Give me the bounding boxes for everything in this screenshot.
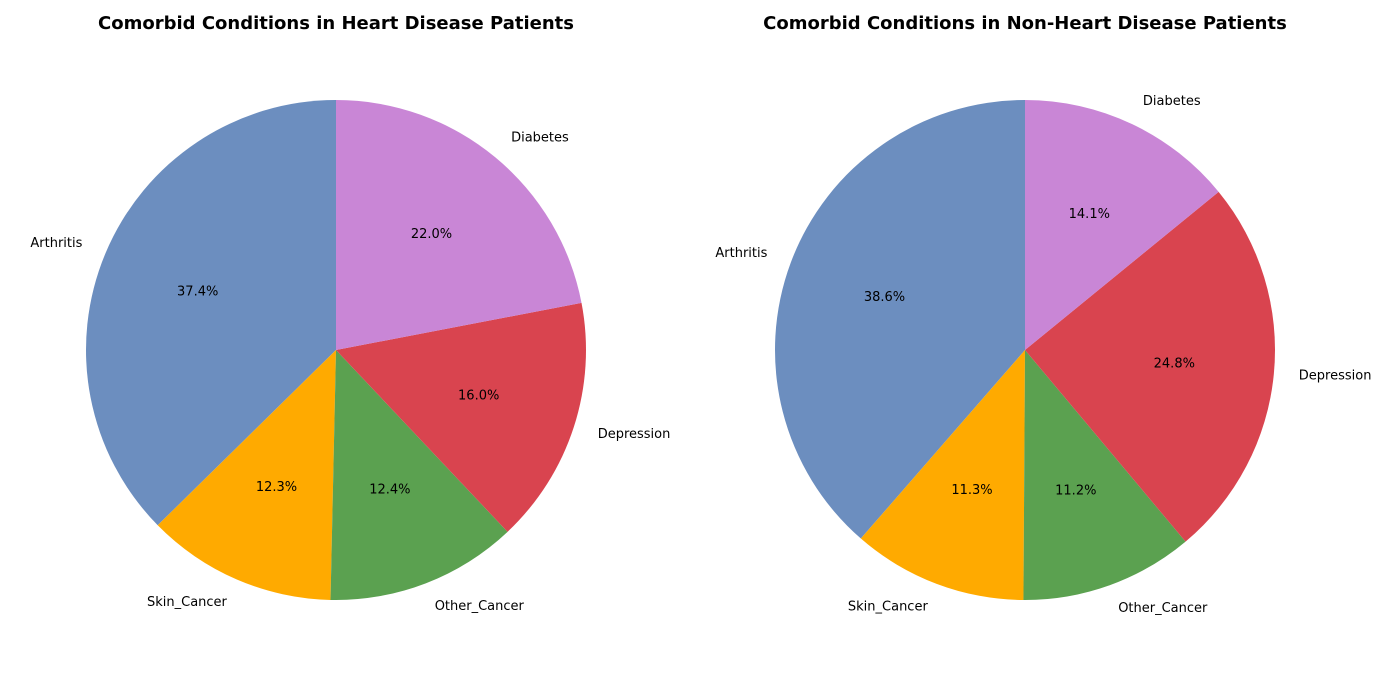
slice-percent-diabetes: 22.0% — [411, 227, 452, 242]
slice-label-skin-cancer: Skin_Cancer — [848, 600, 929, 615]
pie-slice-arthritis — [86, 100, 336, 526]
heart-disease-chart-title: Comorbid Conditions in Heart Disease Pat… — [98, 13, 574, 34]
slice-label-diabetes: Diabetes — [1143, 94, 1201, 109]
slice-percent-skin-cancer: 12.3% — [256, 480, 297, 495]
slice-label-arthritis: Arthritis — [30, 236, 82, 251]
pie-slice-skin-cancer — [157, 350, 336, 600]
slice-label-skin-cancer: Skin_Cancer — [147, 595, 228, 610]
slice-percent-diabetes: 14.1% — [1069, 207, 1110, 222]
pie-slice-arthritis — [774, 100, 1025, 539]
slice-label-arthritis: Arthritis — [715, 246, 767, 261]
pie-slice-depression — [1025, 191, 1275, 542]
pie-slice-skin-cancer — [860, 350, 1025, 600]
pie-slice-diabetes — [336, 100, 582, 350]
heart-disease-pie-chart: Comorbid Conditions in Heart Disease Pat… — [30, 13, 670, 614]
slice-percent-arthritis: 38.6% — [864, 290, 905, 305]
slice-label-other-cancer: Other_Cancer — [1118, 601, 1208, 616]
slice-label-diabetes: Diabetes — [511, 131, 569, 146]
non-heart-disease-chart-title: Comorbid Conditions in Non-Heart Disease… — [763, 13, 1287, 34]
slice-percent-arthritis: 37.4% — [177, 285, 218, 300]
pie-slice-other-cancer — [330, 350, 508, 601]
slice-label-other-cancer: Other_Cancer — [435, 599, 525, 614]
slice-percent-depression: 16.0% — [458, 389, 499, 404]
pie-slice-other-cancer — [1023, 350, 1186, 601]
slice-label-depression: Depression — [598, 427, 671, 442]
slice-percent-other-cancer: 12.4% — [369, 483, 410, 498]
slice-percent-other-cancer: 11.2% — [1055, 484, 1096, 499]
slice-percent-depression: 24.8% — [1154, 357, 1195, 372]
non-heart-disease-pie-chart: Comorbid Conditions in Non-Heart Disease… — [715, 13, 1371, 616]
pie-slice-diabetes — [1025, 100, 1219, 350]
pie-slice-depression — [336, 302, 587, 532]
slice-label-depression: Depression — [1299, 368, 1372, 383]
slice-percent-skin-cancer: 11.3% — [951, 483, 992, 498]
